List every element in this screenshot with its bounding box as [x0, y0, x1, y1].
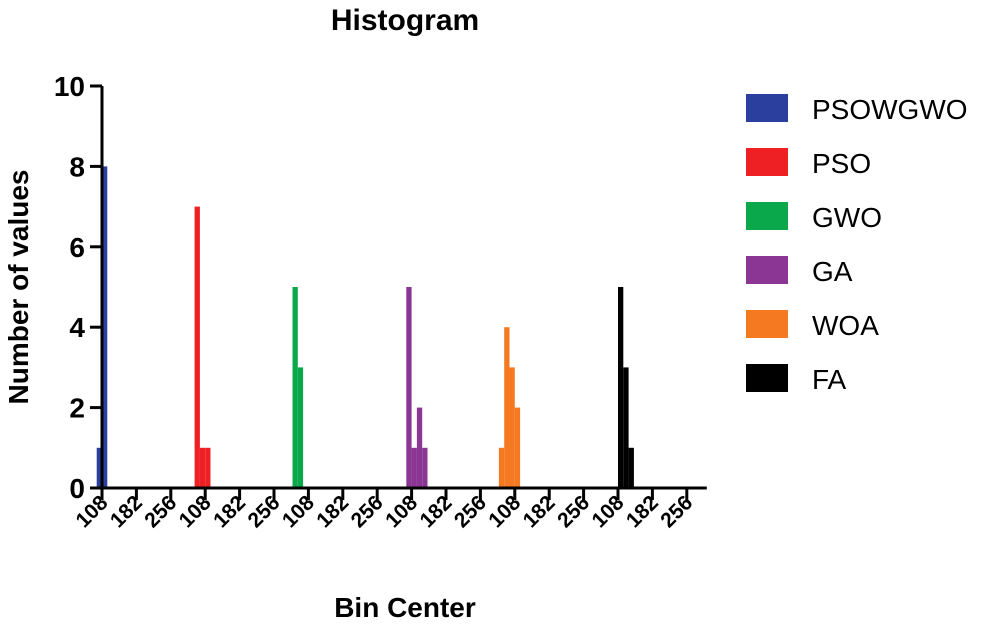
- x-axis-label: Bin Center: [334, 592, 476, 623]
- x-tick-label: 182: [622, 491, 663, 532]
- legend-label-gwo: GWO: [812, 202, 882, 233]
- legend-label-psowgwo: PSOWGWO: [812, 94, 968, 125]
- x-tick-label: 256: [243, 491, 284, 532]
- bars-group: [96, 166, 634, 488]
- bar-pso-1: [194, 206, 200, 488]
- bar-ga-2: [411, 447, 417, 488]
- legend-label-woa: WOA: [812, 310, 879, 341]
- bar-psowgwo-1: [96, 447, 102, 488]
- y-tick-label: 4: [69, 312, 85, 343]
- y-tick-label: 0: [69, 473, 85, 504]
- legend-label-pso: PSO: [812, 148, 871, 179]
- bar-pso-2: [199, 447, 206, 488]
- x-tick-label: 256: [656, 491, 697, 532]
- axes-group: 0246810108182256108182256108182256108182…: [54, 71, 707, 532]
- x-tick-label: 108: [484, 491, 525, 532]
- y-tick-label: 6: [69, 232, 85, 263]
- bar-woa-3: [509, 367, 515, 488]
- x-tick-label: 108: [587, 491, 628, 532]
- x-tick-label: 182: [106, 491, 147, 532]
- bar-pso-3: [205, 447, 211, 488]
- x-tick-label: 182: [312, 491, 353, 532]
- legend-swatch-pso: [746, 148, 788, 176]
- bar-woa-4: [514, 407, 521, 488]
- x-tick-label: 256: [450, 491, 491, 532]
- x-tick-label: 108: [175, 491, 216, 532]
- legend-swatch-gwo: [746, 202, 788, 230]
- x-tick-label: 182: [519, 491, 560, 532]
- bar-gwo-1: [292, 287, 298, 488]
- bar-fa-2: [623, 367, 629, 488]
- x-tick-label: 182: [415, 491, 456, 532]
- bar-fa-1: [618, 287, 624, 488]
- legend: PSOWGWO PSO GWO GA WOA FA: [746, 94, 968, 395]
- legend-label-ga: GA: [812, 256, 853, 287]
- bar-ga-3: [416, 407, 423, 488]
- x-tick-label: 256: [553, 491, 594, 532]
- bar-ga-4: [422, 447, 428, 488]
- bar-woa-1: [498, 447, 505, 488]
- y-tick-label: 8: [69, 151, 85, 182]
- bar-gwo-2: [297, 367, 304, 488]
- legend-swatch-fa: [746, 364, 788, 392]
- legend-label-fa: FA: [812, 364, 847, 395]
- x-tick-label: 256: [140, 491, 181, 532]
- y-tick-label: 10: [54, 71, 85, 102]
- bar-ga-1: [406, 287, 412, 488]
- y-axis-label: Number of values: [3, 170, 34, 405]
- bar-woa-2: [504, 327, 510, 488]
- x-tick-label: 108: [278, 491, 319, 532]
- y-tick-label: 2: [69, 393, 85, 424]
- bar-psowgwo-2: [102, 166, 108, 488]
- x-tick-label: 182: [209, 491, 250, 532]
- legend-swatch-psowgwo: [746, 94, 788, 122]
- chart-title: Histogram: [331, 4, 479, 37]
- legend-swatch-ga: [746, 256, 788, 284]
- x-tick-label: 108: [381, 491, 422, 532]
- legend-swatch-woa: [746, 310, 788, 338]
- x-tick-label: 256: [347, 491, 388, 532]
- bar-fa-3: [628, 447, 634, 488]
